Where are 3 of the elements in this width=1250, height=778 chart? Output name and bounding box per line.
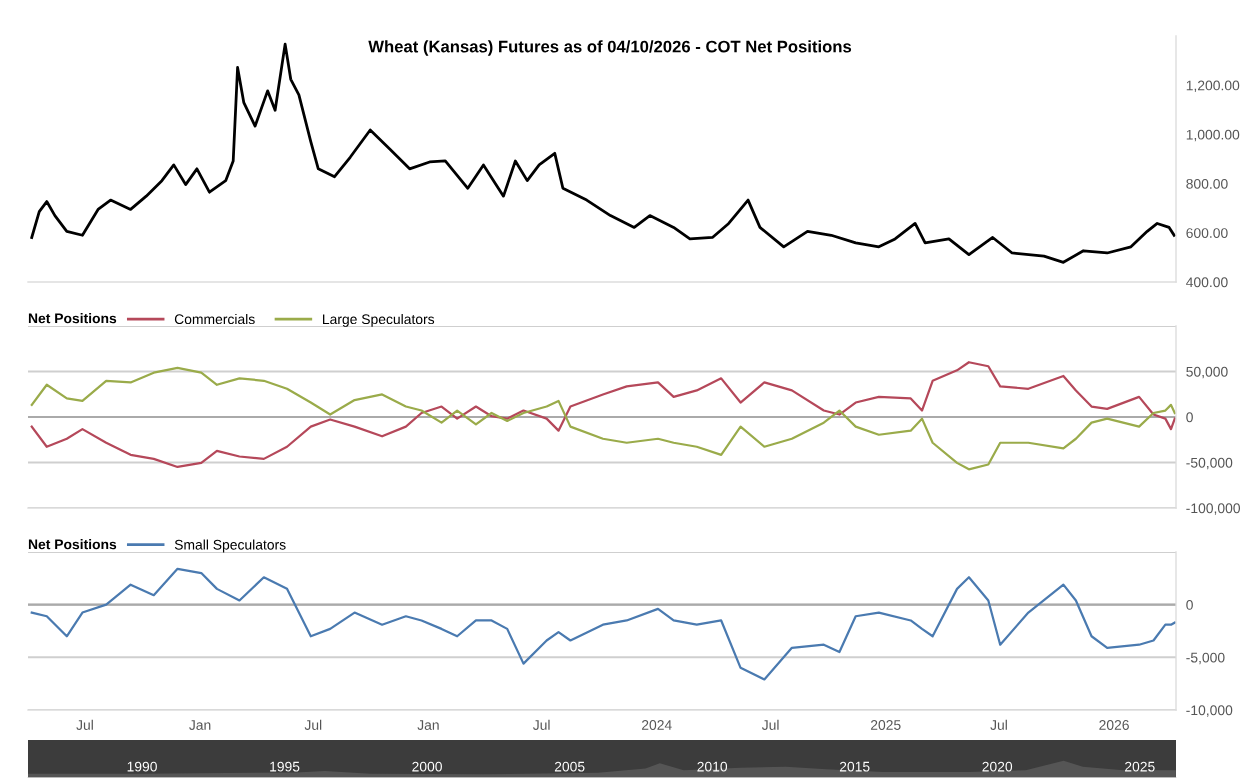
line-series xyxy=(30,567,1176,681)
line-series xyxy=(30,42,1176,264)
chart-title: Wheat (Kansas) Futures as of 04/10/2026 - COT Net Positions xyxy=(368,40,852,56)
